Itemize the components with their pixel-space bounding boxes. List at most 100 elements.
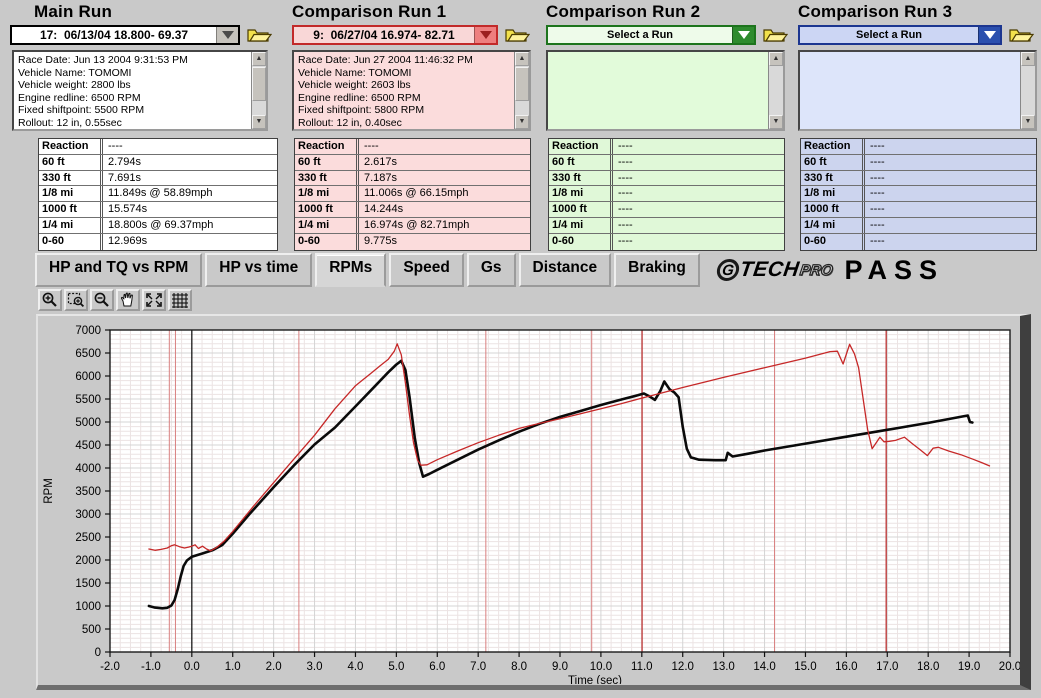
stat-value: 7.691s bbox=[108, 171, 142, 184]
table-row: 1/4 mi ---- bbox=[801, 217, 1036, 234]
chevron-down-icon[interactable] bbox=[474, 26, 496, 43]
scrollbar-thumb[interactable] bbox=[252, 67, 266, 101]
svg-text:9.0: 9.0 bbox=[552, 661, 568, 673]
svg-text:-2.0: -2.0 bbox=[100, 661, 120, 673]
scroll-down-arrow-icon[interactable]: ▼ bbox=[515, 115, 529, 129]
svg-text:12.0: 12.0 bbox=[672, 661, 694, 673]
tab-hp-vs-time[interactable]: HP vs time bbox=[205, 253, 313, 287]
table-row: Reaction ---- bbox=[801, 139, 1036, 155]
tab-hp-and-tq-vs-rpm[interactable]: HP and TQ vs RPM bbox=[35, 253, 203, 287]
svg-text:Time (sec): Time (sec) bbox=[568, 675, 622, 684]
svg-text:14.0: 14.0 bbox=[753, 661, 775, 673]
main-run-info-box[interactable]: Race Date: Jun 13 2004 9:31:53 PM Vehicle… bbox=[12, 50, 268, 131]
comparison-run-1-panel: Comparison Run 1 9: 06/27/04 16.974- 82.7… bbox=[292, 2, 531, 252]
table-row: 60 ft 2.617s bbox=[295, 154, 530, 171]
table-row: 60 ft ---- bbox=[549, 154, 784, 171]
svg-text:3500: 3500 bbox=[75, 486, 101, 498]
zoom-in-button[interactable] bbox=[38, 289, 62, 311]
main-run-info-scrollbar[interactable]: ▲ ▼ bbox=[251, 52, 266, 129]
zoom-box-button[interactable] bbox=[64, 289, 88, 311]
stat-value: 15.574s bbox=[108, 203, 148, 216]
comparison-run-1-selector[interactable]: 9: 06/27/04 16.974- 82.71 bbox=[292, 24, 498, 45]
tab-gs[interactable]: Gs bbox=[466, 253, 516, 287]
svg-text:10.0: 10.0 bbox=[590, 661, 612, 673]
table-row: 1000 ft ---- bbox=[801, 202, 1036, 218]
table-row: 1/4 mi 18.800s @ 69.37mph bbox=[39, 217, 277, 234]
svg-text:8.0: 8.0 bbox=[511, 661, 527, 673]
fit-view-button[interactable] bbox=[142, 289, 166, 311]
comparison-run-1-info-line: Fixed shiftpoint: 5800 RPM bbox=[298, 104, 425, 116]
stat-value: ---- bbox=[870, 140, 885, 152]
comparison-run-3-info-scrollbar[interactable]: ▲ ▼ bbox=[1020, 52, 1035, 129]
comparison-run-3-selector[interactable]: Select a Run bbox=[798, 24, 1002, 45]
chevron-down-icon[interactable] bbox=[732, 26, 754, 43]
stat-value: ---- bbox=[870, 155, 885, 168]
tab-rpms[interactable]: RPMs bbox=[315, 253, 387, 287]
zoom-out-button[interactable] bbox=[90, 289, 114, 311]
open-folder-icon bbox=[247, 29, 273, 42]
stat-value: ---- bbox=[618, 171, 633, 184]
svg-text:17.0: 17.0 bbox=[876, 661, 898, 673]
stat-label: 1/4 mi bbox=[39, 217, 103, 233]
table-row: 1/4 mi 16.974s @ 82.71mph bbox=[295, 217, 530, 234]
scroll-down-arrow-icon[interactable]: ▼ bbox=[769, 115, 783, 129]
main-run-load-folder-button[interactable] bbox=[246, 25, 273, 44]
scroll-up-arrow-icon[interactable]: ▲ bbox=[769, 52, 783, 66]
comparison-run-1-load-folder-button[interactable] bbox=[504, 25, 531, 44]
comparison-run-1-info-scrollbar[interactable]: ▲ ▼ bbox=[514, 52, 529, 129]
chevron-down-icon[interactable] bbox=[978, 26, 1000, 43]
svg-text:1000: 1000 bbox=[75, 601, 101, 613]
stat-value: ---- bbox=[870, 218, 885, 231]
table-row: Reaction ---- bbox=[39, 139, 277, 155]
stat-label: 1/8 mi bbox=[295, 186, 359, 202]
stat-label: 0-60 bbox=[295, 233, 359, 250]
main-run-stats-table: Reaction ---- 60 ft 2.794s 330 ft 7.691s 1/8 m… bbox=[38, 138, 278, 251]
comparison-run-3-load-folder-button[interactable] bbox=[1008, 25, 1035, 44]
scrollbar-thumb[interactable] bbox=[515, 67, 529, 101]
svg-text:5500: 5500 bbox=[75, 394, 101, 406]
comparison-run-2-info-scrollbar[interactable]: ▲ ▼ bbox=[768, 52, 783, 129]
main-run-selector-value: 17: 06/13/04 18.800- 69.37 bbox=[39, 27, 189, 42]
table-row: 1/8 mi ---- bbox=[549, 186, 784, 203]
scroll-up-arrow-icon[interactable]: ▲ bbox=[515, 52, 529, 66]
logo-pass-text: PASS bbox=[844, 254, 945, 285]
table-row: 0-60 ---- bbox=[549, 233, 784, 250]
stat-label: 60 ft bbox=[801, 154, 865, 170]
logo-tech-text: TECH bbox=[738, 258, 801, 281]
svg-text:11.0: 11.0 bbox=[631, 661, 653, 673]
chevron-down-icon[interactable] bbox=[216, 26, 238, 43]
scroll-down-arrow-icon[interactable]: ▼ bbox=[1021, 115, 1035, 129]
tab-braking[interactable]: Braking bbox=[614, 253, 700, 287]
comparison-run-1-info-line: Rollout: 12 in, 0.40sec bbox=[298, 116, 402, 129]
tab-distance[interactable]: Distance bbox=[518, 253, 612, 287]
svg-text:20.0: 20.0 bbox=[999, 661, 1020, 673]
scroll-up-arrow-icon[interactable]: ▲ bbox=[1021, 52, 1035, 66]
svg-text:0.0: 0.0 bbox=[184, 661, 200, 673]
comparison-run-2-selector[interactable]: Select a Run bbox=[546, 24, 756, 45]
stat-value: 18.800s @ 69.37mph bbox=[108, 218, 214, 231]
rpm-vs-time-chart[interactable]: 0 500 1000 1500 2000 2500 3000 3500 4000 4500 5000… bbox=[38, 316, 1020, 684]
tab-speed[interactable]: Speed bbox=[389, 253, 464, 287]
stat-label: 330 ft bbox=[801, 170, 865, 186]
grid-icon bbox=[172, 293, 188, 308]
main-run-selector[interactable]: 17: 06/13/04 18.800- 69.37 bbox=[10, 24, 240, 45]
scroll-down-arrow-icon[interactable]: ▼ bbox=[252, 115, 266, 129]
stat-value: ---- bbox=[870, 171, 885, 184]
stat-label: 0-60 bbox=[549, 233, 613, 250]
gtechpro-pass-logo: G TECH PRO PASS bbox=[715, 253, 945, 287]
table-row: 1/8 mi ---- bbox=[801, 186, 1036, 203]
pan-hand-button[interactable] bbox=[116, 289, 140, 311]
stat-value: ---- bbox=[618, 218, 633, 231]
comparison-run-3-info-box[interactable]: ▲ ▼ bbox=[798, 50, 1037, 131]
table-row: Reaction ---- bbox=[295, 139, 530, 155]
scroll-up-arrow-icon[interactable]: ▲ bbox=[252, 52, 266, 66]
comparison-run-1-info-box[interactable]: Race Date: Jun 27 2004 11:46:32 PM Vehicl… bbox=[292, 50, 531, 131]
comparison-run-2-load-folder-button[interactable] bbox=[762, 25, 789, 44]
stat-value: ---- bbox=[618, 187, 633, 200]
stat-value: 11.849s @ 58.89mph bbox=[108, 187, 213, 200]
comparison-run-2-info-box[interactable]: ▲ ▼ bbox=[546, 50, 785, 131]
comparison-run-2-panel: Comparison Run 2 Select a Run ▲ ▼ Reaction --… bbox=[546, 2, 789, 252]
grid-button[interactable] bbox=[168, 289, 192, 311]
stat-label: 0-60 bbox=[39, 233, 103, 250]
